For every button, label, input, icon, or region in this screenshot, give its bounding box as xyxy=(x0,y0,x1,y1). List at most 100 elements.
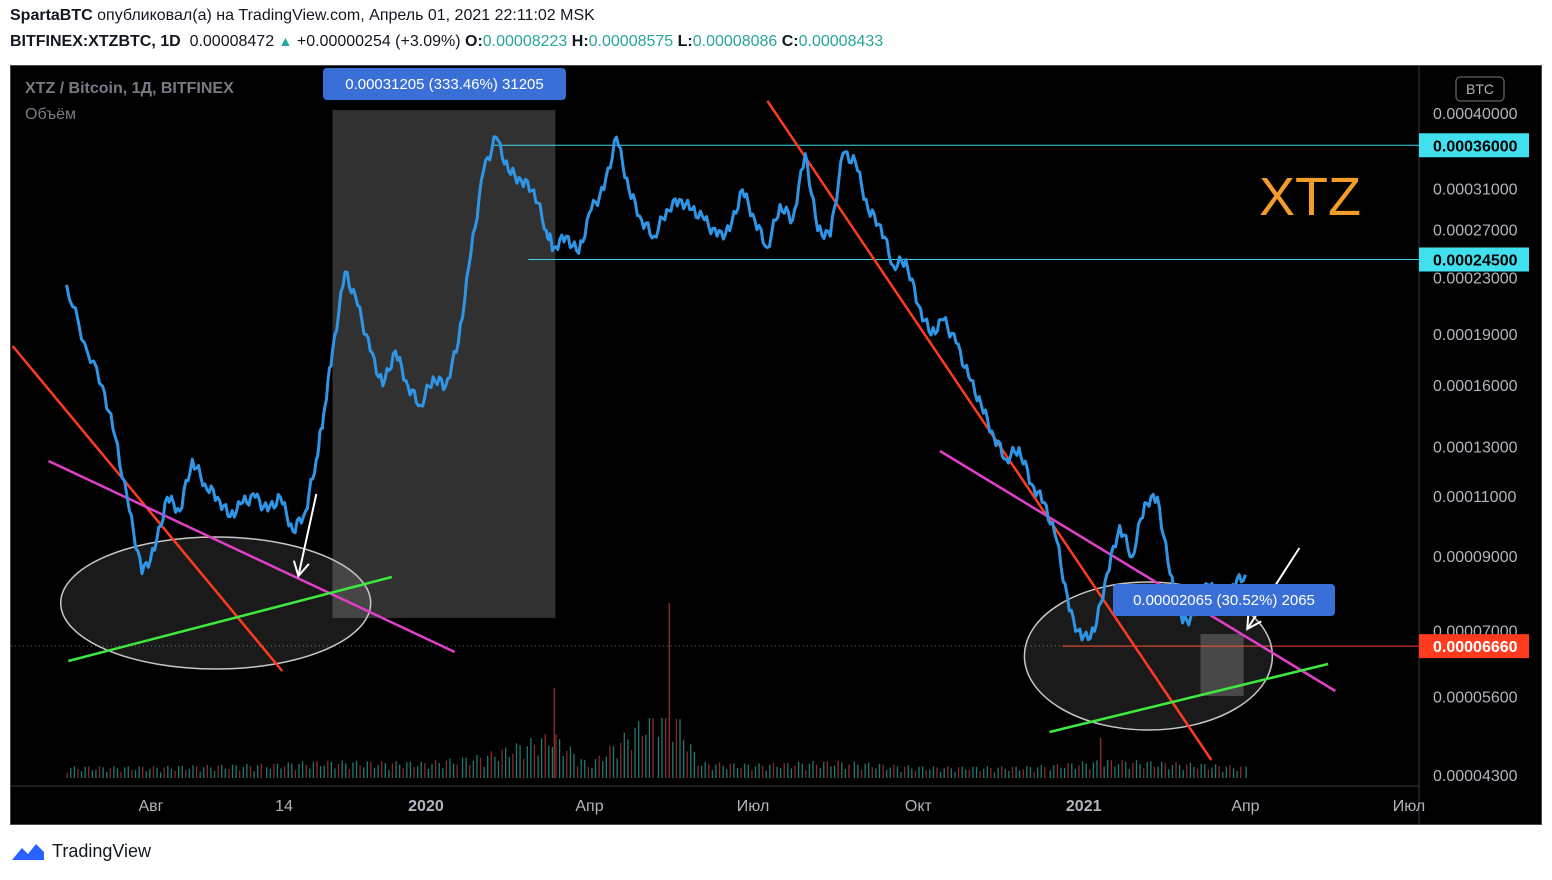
volume-bar xyxy=(918,766,920,778)
volume-bar xyxy=(334,768,336,778)
volume-bar xyxy=(120,771,122,778)
volume-bar xyxy=(366,761,368,778)
volume-bar xyxy=(853,761,855,778)
volume-bar xyxy=(1081,761,1084,778)
volume-bar xyxy=(830,766,832,778)
volume-bar xyxy=(780,768,782,778)
volume-bar xyxy=(1207,769,1210,778)
volume-bar xyxy=(682,740,685,778)
volume-bar xyxy=(181,765,183,778)
price-chart[interactable]: 0.00031205 (333.46%) 31205 0.00002065 (30… xyxy=(11,66,1541,824)
volume-bar xyxy=(819,768,821,778)
volume-bar xyxy=(844,769,846,778)
volume-bar xyxy=(1008,770,1010,778)
volume-bar xyxy=(363,767,365,778)
volume-bar xyxy=(612,746,615,778)
brand-name: TradingView xyxy=(52,840,152,861)
volume-bar xyxy=(805,770,807,778)
volume-bar xyxy=(345,763,347,778)
volume-bar xyxy=(751,770,753,778)
author-name[interactable]: SpartaBTC xyxy=(10,7,93,24)
measure-badge-bottom-text: 0.00002065 (30.52%) 2065 xyxy=(1133,592,1315,609)
volume-bar xyxy=(555,734,557,778)
volume-bar xyxy=(228,768,230,778)
footer-brand[interactable]: TradingView xyxy=(10,840,151,862)
volume-bar xyxy=(515,743,518,778)
volume-bar xyxy=(965,769,967,778)
volume-bar xyxy=(1117,764,1120,778)
volume-bar xyxy=(690,744,692,778)
volume-bar xyxy=(886,769,888,778)
volume-bar xyxy=(163,767,165,778)
volume-bar xyxy=(523,758,525,778)
volume-bar xyxy=(88,766,90,778)
volume-bar xyxy=(424,762,426,778)
volume-bar xyxy=(594,759,597,778)
volume-bar xyxy=(80,771,83,778)
volume-bar xyxy=(174,770,176,778)
volume-bar xyxy=(301,761,304,778)
volume-bar xyxy=(1026,766,1028,778)
publish-info: SpartaBTC опубликовал(а) на TradingView.… xyxy=(10,7,595,25)
volume-bar xyxy=(1121,759,1123,778)
volume-bar xyxy=(1200,763,1202,778)
chart-legend-title: XTZ / Bitcoin, 1Д, BITFINEX xyxy=(25,80,234,97)
price-series-line xyxy=(65,135,1247,642)
x-tick-label: Апр xyxy=(575,798,603,815)
volume-bar xyxy=(452,763,455,778)
green-uptrend-line-right xyxy=(1049,662,1329,734)
chart-panel[interactable]: 0.00031205 (333.46%) 31205 0.00002065 (30… xyxy=(10,65,1542,825)
volume-bar xyxy=(672,741,674,778)
volume-bar xyxy=(206,764,209,778)
volume-bar xyxy=(127,766,129,778)
volume-bar xyxy=(1222,771,1224,778)
volume-bar xyxy=(1196,768,1199,778)
volume-bar xyxy=(708,763,710,778)
volume-bar xyxy=(868,762,870,778)
volume-bar xyxy=(848,764,850,778)
volume-bar xyxy=(490,751,492,778)
volume-bar xyxy=(159,772,162,778)
y-tick-label: 0.00004300 xyxy=(1433,768,1518,785)
volume-bar xyxy=(837,760,839,778)
volume-bar xyxy=(280,768,282,778)
volume-bar xyxy=(993,772,996,778)
volume-bar xyxy=(381,760,383,778)
volume-bar xyxy=(199,771,201,778)
volume-bar xyxy=(733,763,735,778)
volume-bar xyxy=(907,765,909,778)
white-arrow-left-head xyxy=(292,560,310,579)
volume-bar xyxy=(1153,766,1156,778)
volume-bar xyxy=(1160,761,1163,778)
y-tick-label: 0.00005600 xyxy=(1433,690,1518,707)
x-tick-label: Апр xyxy=(1231,798,1259,815)
volume-bar xyxy=(95,769,97,778)
volume-bar xyxy=(1157,766,1159,778)
volume-bar xyxy=(540,738,543,778)
volume-bar xyxy=(950,768,953,778)
volume-bar xyxy=(102,767,104,778)
volume-bar xyxy=(700,765,703,778)
volume-bar xyxy=(526,746,528,778)
volume-bar xyxy=(1049,770,1051,778)
y-tick-label: 0.00040000 xyxy=(1433,106,1518,123)
volume-bar xyxy=(1063,767,1066,778)
volume-bar xyxy=(413,766,415,778)
volume-bar xyxy=(1236,770,1238,778)
volume-bar xyxy=(508,756,510,778)
volume-bar xyxy=(1056,763,1059,778)
volume-bar xyxy=(210,767,212,778)
high-label: H: xyxy=(571,33,589,50)
volume-bar xyxy=(794,765,796,778)
y-tick-label: 0.00013000 xyxy=(1433,440,1518,457)
currency-badge[interactable] xyxy=(1455,76,1505,102)
volume-bar xyxy=(373,767,376,778)
volume-bar xyxy=(287,762,289,778)
volume-bar xyxy=(1150,761,1152,778)
volume-bar xyxy=(170,768,173,778)
volume-bar xyxy=(790,768,793,778)
volume-bar xyxy=(388,769,390,778)
y-tick-label: 0.00009000 xyxy=(1433,549,1518,566)
volume-bar xyxy=(337,763,340,778)
volume-bar xyxy=(142,766,144,778)
